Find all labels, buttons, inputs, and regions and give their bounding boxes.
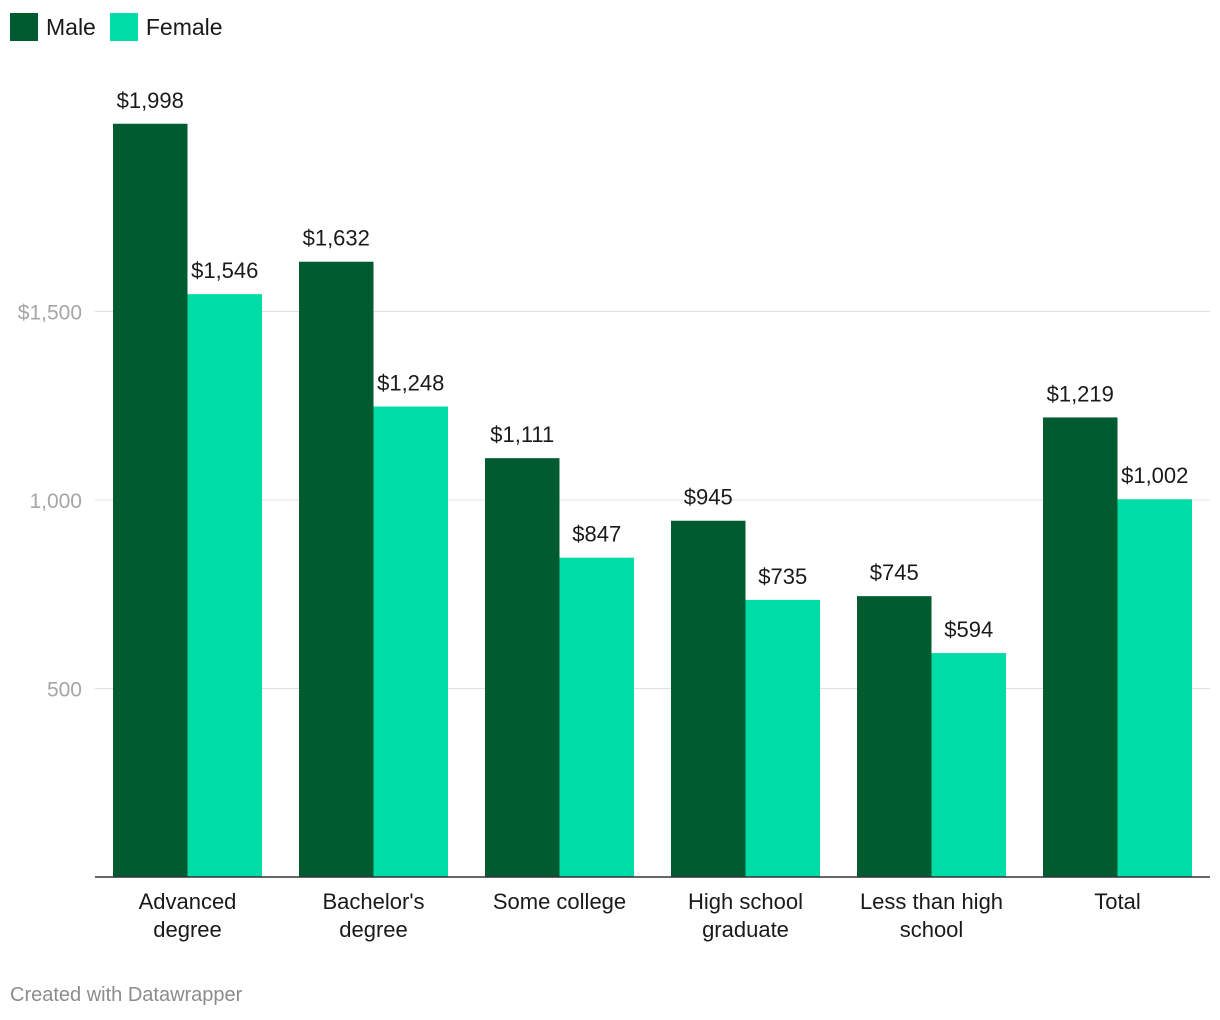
legend-swatch-male bbox=[10, 13, 38, 41]
value-label-female-1: $1,248 bbox=[377, 371, 444, 396]
x-tick-label-1-line-0: Bachelor's bbox=[322, 889, 424, 914]
legend-swatch-female bbox=[109, 13, 138, 41]
x-tick-label-0-line-1: degree bbox=[153, 917, 222, 942]
legend-label-female: Female bbox=[145, 13, 223, 40]
y-tick-label-1: 1,000 bbox=[29, 490, 82, 513]
x-tick-label-3-line-1: graduate bbox=[702, 917, 789, 942]
bar-female-0[interactable] bbox=[187, 294, 263, 878]
y-tick-label-0: 500 bbox=[47, 679, 82, 702]
value-label-male-4: $745 bbox=[870, 560, 919, 585]
value-label-female-0: $1,546 bbox=[191, 258, 258, 283]
bar-female-1[interactable] bbox=[373, 406, 449, 877]
value-label-male-5: $1,219 bbox=[1047, 381, 1114, 406]
bar-female-3[interactable] bbox=[745, 599, 821, 877]
value-label-female-4: $594 bbox=[944, 617, 993, 642]
y-tick-label-2: $1,500 bbox=[18, 302, 82, 325]
bar-female-5[interactable] bbox=[1117, 499, 1193, 877]
x-tick-label-4-line-0: Less than high bbox=[860, 889, 1003, 914]
value-label-female-5: $1,002 bbox=[1121, 463, 1188, 488]
bar-female-2[interactable] bbox=[559, 557, 635, 877]
value-label-female-3: $735 bbox=[758, 564, 807, 589]
legend: Male Female bbox=[10, 12, 237, 42]
x-tick-label-3-line-0: High school bbox=[688, 889, 803, 914]
value-label-female-2: $847 bbox=[572, 522, 621, 547]
bar-male-5[interactable] bbox=[1043, 417, 1118, 877]
bar-male-2[interactable] bbox=[485, 458, 560, 877]
bar-female-4[interactable] bbox=[931, 653, 1007, 877]
legend-item-female[interactable]: Female bbox=[109, 13, 223, 41]
x-tick-label-5-line-0: Total bbox=[1094, 889, 1140, 914]
bar-male-3[interactable] bbox=[671, 520, 746, 877]
x-tick-label-1-line-1: degree bbox=[339, 917, 408, 942]
x-tick-label-2-line-0: Some college bbox=[493, 889, 626, 914]
value-label-male-2: $1,111 bbox=[490, 422, 554, 447]
bar-male-0[interactable] bbox=[113, 123, 188, 877]
x-tick-label-4-line-1: school bbox=[900, 917, 964, 942]
value-label-male-3: $945 bbox=[684, 485, 733, 510]
legend-item-male[interactable]: Male bbox=[10, 13, 96, 41]
value-label-male-0: $1,998 bbox=[117, 88, 184, 113]
bar-male-1[interactable] bbox=[299, 261, 374, 878]
datawrapper-credit[interactable]: Created with Datawrapper bbox=[10, 984, 243, 1006]
x-tick-label-0-line-0: Advanced bbox=[139, 889, 237, 914]
value-label-male-1: $1,632 bbox=[303, 226, 370, 251]
legend-label-male: Male bbox=[46, 13, 96, 40]
bar-male-4[interactable] bbox=[857, 596, 932, 877]
